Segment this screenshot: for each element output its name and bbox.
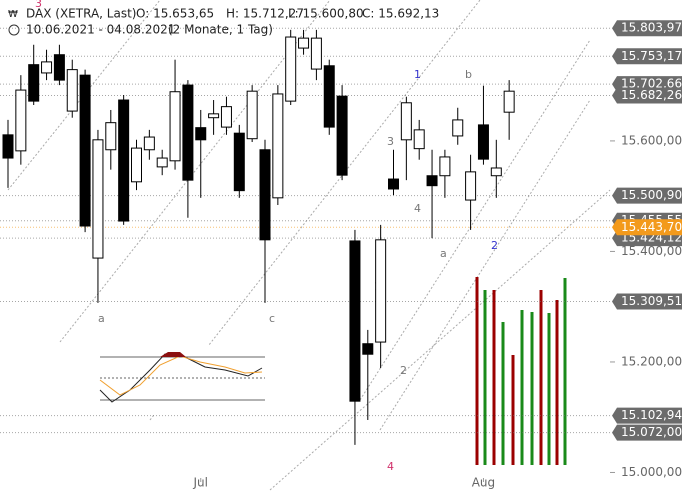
oscillator-inset (99, 345, 265, 415)
y-tick-label: 15.200,00 (621, 354, 682, 368)
price-label: 15.309,51 (612, 293, 682, 310)
wave-label: 4 (414, 202, 421, 215)
candle-body (143, 136, 155, 151)
candle-body (323, 65, 335, 128)
price-label-text: 15.682,26 (621, 88, 682, 102)
wave-label: 4 (387, 460, 394, 473)
header: ₩ DAX (XETRA, Last) O: 15.653,65 H: 15.7… (8, 7, 439, 37)
candle-body (41, 61, 53, 74)
period: (2 Monate, 1 Tag) (168, 23, 273, 37)
candle-body (2, 134, 14, 159)
price-label: 15.072,00 (612, 424, 682, 441)
low-value: L: 15.600,80 (288, 7, 364, 21)
candle-body (259, 149, 271, 241)
candle-body (439, 156, 451, 177)
candle-body (66, 69, 78, 112)
price-label: 15.500,90 (612, 187, 682, 204)
price-label-text: 15.702,66 (621, 77, 682, 91)
open-value: O: 15.653,65 (136, 7, 214, 21)
symbol: DAX (XETRA, Last) (26, 7, 136, 21)
x-tick-label: Jul (193, 476, 208, 490)
candle-body (169, 91, 181, 162)
candle-body (246, 90, 258, 140)
candle-body (400, 102, 412, 141)
price-label-box (612, 48, 682, 65)
candle-body (336, 95, 348, 176)
volume-bars (475, 277, 567, 465)
candle-body (452, 119, 464, 137)
price-label-box (612, 87, 682, 104)
date-range: 10.06.2021 - 04.08.2021 (26, 23, 175, 37)
wave-label: 3 (387, 135, 394, 148)
candle-body (272, 93, 284, 199)
price-label: 15.682,26 (612, 87, 682, 104)
candle-body (285, 36, 297, 102)
candle-body (413, 129, 425, 150)
candle-body (118, 99, 130, 222)
candle-body (15, 89, 27, 152)
y-tick-label: 15.000,00 (621, 465, 682, 479)
candle-body (233, 132, 245, 192)
wave-label: 1 (414, 68, 421, 81)
high-value: H: 15.712,27 (226, 7, 304, 21)
candle-body (182, 84, 194, 181)
wave-label: a (440, 247, 447, 260)
price-label-text: 15.500,90 (621, 188, 682, 202)
candle-body (426, 175, 438, 187)
wave-label: 2 (491, 239, 498, 252)
wave-label: 2 (400, 364, 407, 377)
candle-body (220, 106, 232, 128)
candle-body (79, 74, 91, 227)
price-label-box (612, 20, 682, 37)
x-tick-label: Aug (472, 476, 495, 490)
candle-body (28, 64, 40, 102)
candle-body (208, 113, 220, 119)
price-label-text: 15.443,70 (621, 220, 682, 234)
candle-body (362, 343, 374, 355)
price-label: 15.102,94 (612, 407, 682, 424)
candle-body (388, 178, 399, 190)
price-label-box (612, 187, 682, 204)
candle-body (477, 124, 489, 160)
price-label-box (612, 219, 682, 236)
candle-body (310, 37, 322, 70)
candle-body (490, 167, 502, 177)
close-value: C: 15.692,13 (362, 7, 439, 21)
clock-icon (8, 24, 20, 36)
candle-body (298, 37, 310, 49)
candle-body (195, 127, 207, 141)
price-label-box (612, 293, 682, 310)
wave-label: a (98, 312, 105, 325)
price-label-box (612, 424, 682, 441)
price-label-text: 15.309,51 (621, 294, 682, 308)
price-label: 15.803,97 (612, 20, 682, 37)
price-label-box (612, 407, 682, 424)
candle-body (349, 240, 361, 402)
candle-body (375, 239, 387, 343)
price-label: 15.443,70 (612, 219, 682, 236)
candle-body (503, 90, 515, 113)
chart-icon: ₩ (8, 9, 18, 20)
candle-body (156, 157, 168, 168)
price-label-text: 15.753,17 (621, 49, 682, 63)
price-label-text: 15.072,00 (621, 425, 682, 439)
wave-label: 3 (35, 0, 42, 10)
candle-body (53, 54, 65, 81)
candle-body (92, 139, 104, 259)
candle-body (105, 122, 117, 151)
wave-label: b (465, 68, 472, 81)
y-tick-label: 15.400,00 (621, 244, 682, 258)
candle-body (131, 147, 142, 183)
price-label-text: 15.803,97 (621, 21, 682, 35)
y-tick-label: 15.600,00 (621, 133, 682, 147)
candle-body (465, 171, 477, 201)
wave-label: c (269, 312, 275, 325)
price-label: 15.753,17 (612, 48, 682, 65)
price-label-text: 15.102,94 (621, 408, 682, 422)
